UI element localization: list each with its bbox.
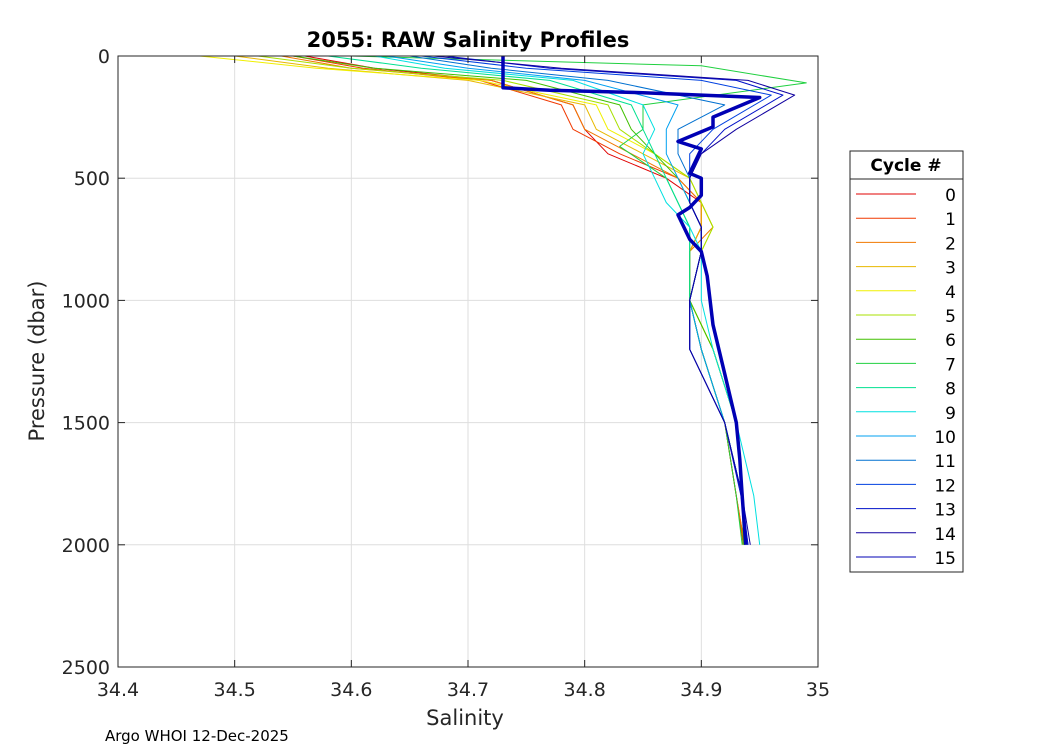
legend-label-cycle-9: 9 [945, 404, 956, 424]
chart-title: 2055: RAW Salinity Profiles [307, 28, 630, 52]
series-layer [199, 55, 807, 545]
x-tick-label: 34.4 [97, 679, 139, 701]
ticks-layer [117, 55, 819, 668]
y-tick-label: 1500 [62, 413, 110, 435]
legend-label-cycle-10: 10 [934, 428, 956, 448]
legend-label-cycle-8: 8 [945, 380, 956, 400]
x-tick-label: 34.6 [330, 679, 372, 701]
x-axis-label: Salinity [426, 706, 504, 730]
legend-label-cycle-5: 5 [945, 307, 956, 327]
legend-label-cycle-13: 13 [934, 501, 956, 521]
legend-label-cycle-15: 15 [934, 549, 956, 569]
x-tick-labels: 34.4 34.5 34.6 34.7 34.8 34.9 35 [97, 679, 830, 701]
series-line-cycle-15 [501, 56, 762, 545]
series-line-cycle-9 [374, 55, 761, 545]
legend-title: Cycle # [870, 156, 941, 176]
legend-box [849, 150, 964, 573]
x-tick-label: 34.5 [214, 679, 256, 701]
y-tick-label: 2500 [62, 657, 110, 679]
y-tick-label: 0 [98, 46, 110, 68]
legend-label-cycle-0: 0 [945, 186, 956, 206]
legend-label-cycle-6: 6 [945, 331, 956, 351]
legend-label-cycle-2: 2 [945, 234, 956, 254]
footer-credit: Argo WHOI 12-Dec-2025 [105, 727, 289, 745]
x-tick-label: 35 [806, 679, 830, 701]
x-tick-label: 34.9 [680, 679, 722, 701]
legend-label-cycle-4: 4 [945, 283, 956, 303]
legend-label-cycle-1: 1 [945, 210, 956, 230]
y-tick-label: 500 [74, 168, 110, 190]
legend-label-cycle-3: 3 [945, 259, 956, 279]
y-tick-labels: 0 500 1000 1500 2000 2500 [62, 46, 110, 679]
series-line-cycle-14 [432, 55, 796, 545]
x-tick-label: 34.8 [564, 679, 606, 701]
legend-label-cycle-11: 11 [934, 452, 956, 472]
y-axis-label: Pressure (dbar) [25, 281, 49, 442]
y-tick-label: 1000 [62, 290, 110, 312]
x-tick-label: 34.7 [447, 679, 489, 701]
legend-label-cycle-14: 14 [934, 525, 956, 545]
y-tick-label: 2000 [62, 535, 110, 557]
legend-label-cycle-12: 12 [934, 476, 956, 496]
legend-label-cycle-7: 7 [945, 355, 956, 375]
